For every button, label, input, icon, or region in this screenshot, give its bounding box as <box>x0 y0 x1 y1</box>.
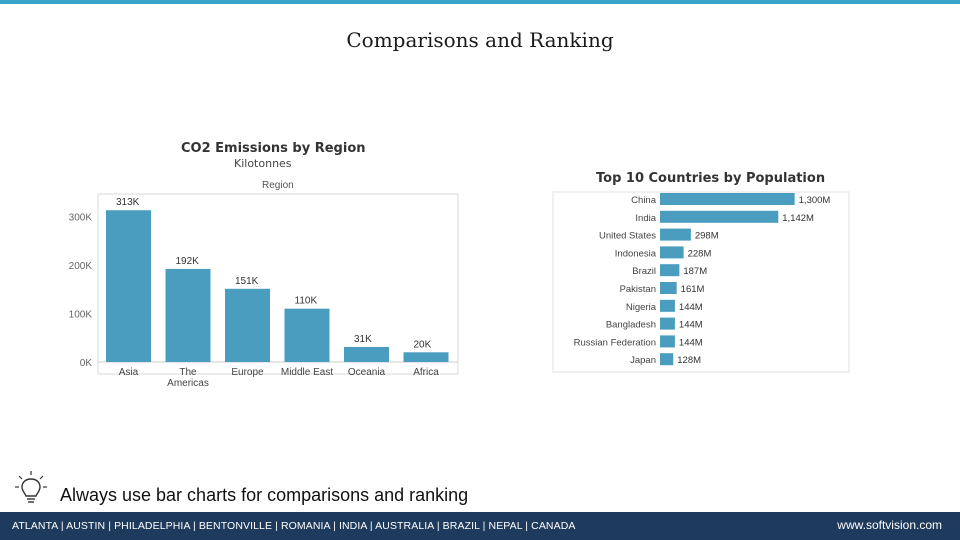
population-bar <box>660 317 675 330</box>
co2-chart-subtitle: Kilotonnes <box>234 157 292 170</box>
top-accent-rule <box>0 0 960 4</box>
footer-website-link[interactable]: www.softvision.com <box>837 518 942 532</box>
population-category-label: China <box>631 195 657 206</box>
population-bar <box>660 228 691 241</box>
co2-bar <box>225 288 270 362</box>
co2-data-label: 151K <box>235 276 259 287</box>
co2-data-label: 192K <box>176 256 200 267</box>
co2-category-label: Oceania <box>348 367 386 378</box>
co2-y-tick-label: 0K <box>80 358 93 369</box>
population-bar <box>660 353 674 366</box>
co2-category-label: Europe <box>231 367 264 378</box>
population-category-label: Indonesia <box>615 248 657 259</box>
population-category-label: Japan <box>630 355 656 366</box>
population-bar <box>660 193 795 205</box>
population-data-label: 128M <box>677 355 701 366</box>
population-chart-frame <box>552 191 850 373</box>
co2-data-label: 110K <box>295 296 318 307</box>
slide-title: Comparisons and Ranking <box>346 28 614 52</box>
footer-locations: ATLANTA | AUSTIN | PHILADELPHIA | BENTON… <box>12 520 576 532</box>
population-data-label: 161M <box>681 284 705 295</box>
population-category-label: Pakistan <box>620 284 656 295</box>
population-data-label: 298M <box>695 231 719 242</box>
population-bar <box>660 282 677 294</box>
co2-category-label: Africa <box>413 367 439 378</box>
population-category-label: Bangladesh <box>606 320 656 331</box>
population-category-label: Brazil <box>632 266 656 277</box>
population-bar <box>660 264 680 277</box>
population-chart-title: Top 10 Countries by Population <box>596 171 826 186</box>
population-data-label: 228M <box>688 248 712 259</box>
population-data-label: 187M <box>683 266 707 277</box>
co2-data-label: 313K <box>116 197 140 208</box>
footer-bar: ATLANTA | AUSTIN | PHILADELPHIA | BENTON… <box>0 512 960 540</box>
population-category-label: Nigeria <box>626 302 657 313</box>
co2-data-label: 20K <box>414 339 432 350</box>
co2-category-label: The <box>179 367 197 378</box>
population-bar-chart: China 1,300M India 1,142M United States 298M I… <box>552 191 850 373</box>
population-data-label: 1,142M <box>782 213 814 224</box>
co2-chart-title: CO2 Emissions by Region <box>181 141 366 156</box>
co2-bar <box>403 352 449 362</box>
co2-bar <box>165 268 211 362</box>
population-data-label: 1,300M <box>799 195 831 206</box>
co2-y-tick-label: 100K <box>69 310 93 321</box>
population-data-label: 144M <box>679 320 703 331</box>
co2-bar <box>106 210 151 362</box>
co2-data-label: 31K <box>354 334 372 345</box>
co2-chart-frame <box>97 193 459 375</box>
co2-category-label: Middle East <box>281 367 333 378</box>
population-data-label: 144M <box>679 337 703 348</box>
population-bar <box>660 246 684 259</box>
population-bar <box>660 299 675 312</box>
co2-bar <box>284 308 330 362</box>
co2-category-label: Asia <box>119 367 139 378</box>
population-bar <box>660 335 675 348</box>
co2-category-label: Americas <box>167 378 209 389</box>
lightbulb-icon <box>15 471 47 503</box>
population-category-label: United States <box>599 231 656 242</box>
population-category-label: Russian Federation <box>574 337 656 348</box>
tip-text: Always use bar charts for comparisons an… <box>60 485 469 505</box>
co2-y-tick-label: 300K <box>69 213 93 224</box>
population-bar <box>660 210 779 223</box>
co2-bar <box>344 346 389 362</box>
co2-chart-region-header: Region <box>262 180 294 191</box>
co2-y-tick-label: 200K <box>69 261 93 272</box>
population-data-label: 144M <box>679 302 703 313</box>
population-category-label: India <box>635 213 656 224</box>
